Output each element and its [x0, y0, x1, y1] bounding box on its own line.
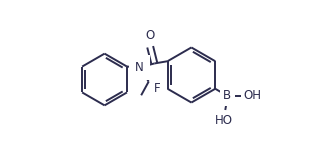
Text: B: B: [223, 89, 231, 102]
Text: O: O: [145, 29, 155, 42]
Text: HO: HO: [215, 114, 233, 127]
Text: OH: OH: [243, 89, 262, 102]
Text: N: N: [135, 61, 144, 74]
Text: F: F: [153, 82, 160, 95]
